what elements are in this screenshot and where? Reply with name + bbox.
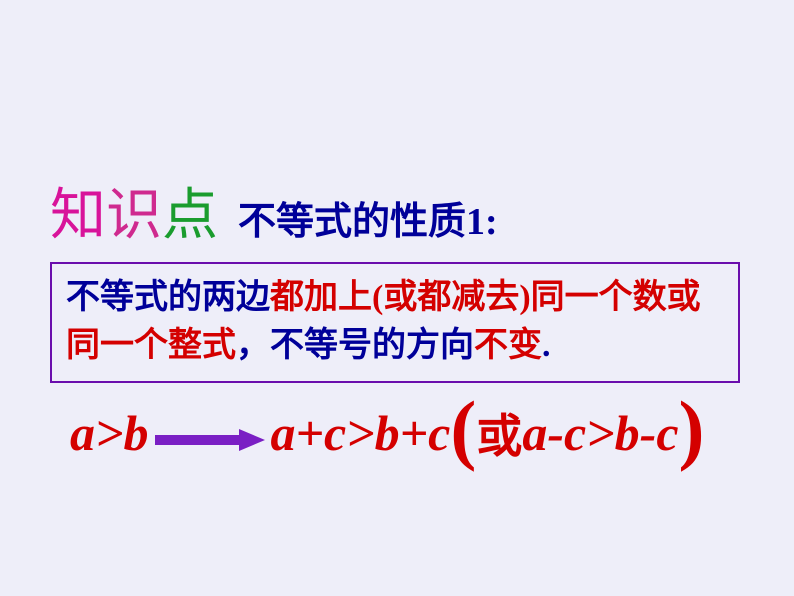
subtitle-num: 1 [466, 201, 485, 243]
formula-rhs-alt: a-c>b-c [522, 404, 678, 462]
rule-seg4: 不变 [474, 327, 542, 364]
rule-seg5: . [542, 327, 551, 364]
subtitle-suffix: : [485, 201, 498, 243]
paren-open: ( [450, 402, 476, 457]
formula-row: a>b a+c>b+c(或a-c>b-c) [70, 400, 705, 466]
slide: 知识点 不等式的性质1: 不等式的两边都加上(或都减去)同一个数或同一个整式，不… [0, 0, 794, 596]
shi-char: 识 [106, 185, 162, 247]
formula-lhs: a>b [70, 404, 149, 462]
rule-box: 不等式的两边都加上(或都减去)同一个数或同一个整式，不等号的方向不变. [50, 262, 740, 383]
subtitle-prefix: 不等式的性质 [238, 201, 466, 243]
heading-row: 知识点 不等式的性质1: [50, 170, 498, 251]
zhi-char: 知 [50, 185, 106, 247]
dian-char: 点 [162, 185, 218, 247]
decorative-heading: 知识点 [50, 170, 218, 251]
formula-rhs-main: a+c>b+c [271, 404, 451, 462]
paren-close: ) [679, 402, 705, 457]
subtitle: 不等式的性质1: [238, 190, 498, 245]
or-text: 或 [476, 400, 522, 466]
arrow-icon [155, 429, 265, 449]
rule-seg3: ，不等号的方向 [236, 327, 474, 364]
rule-seg1: 不等式的两边 [66, 279, 270, 316]
